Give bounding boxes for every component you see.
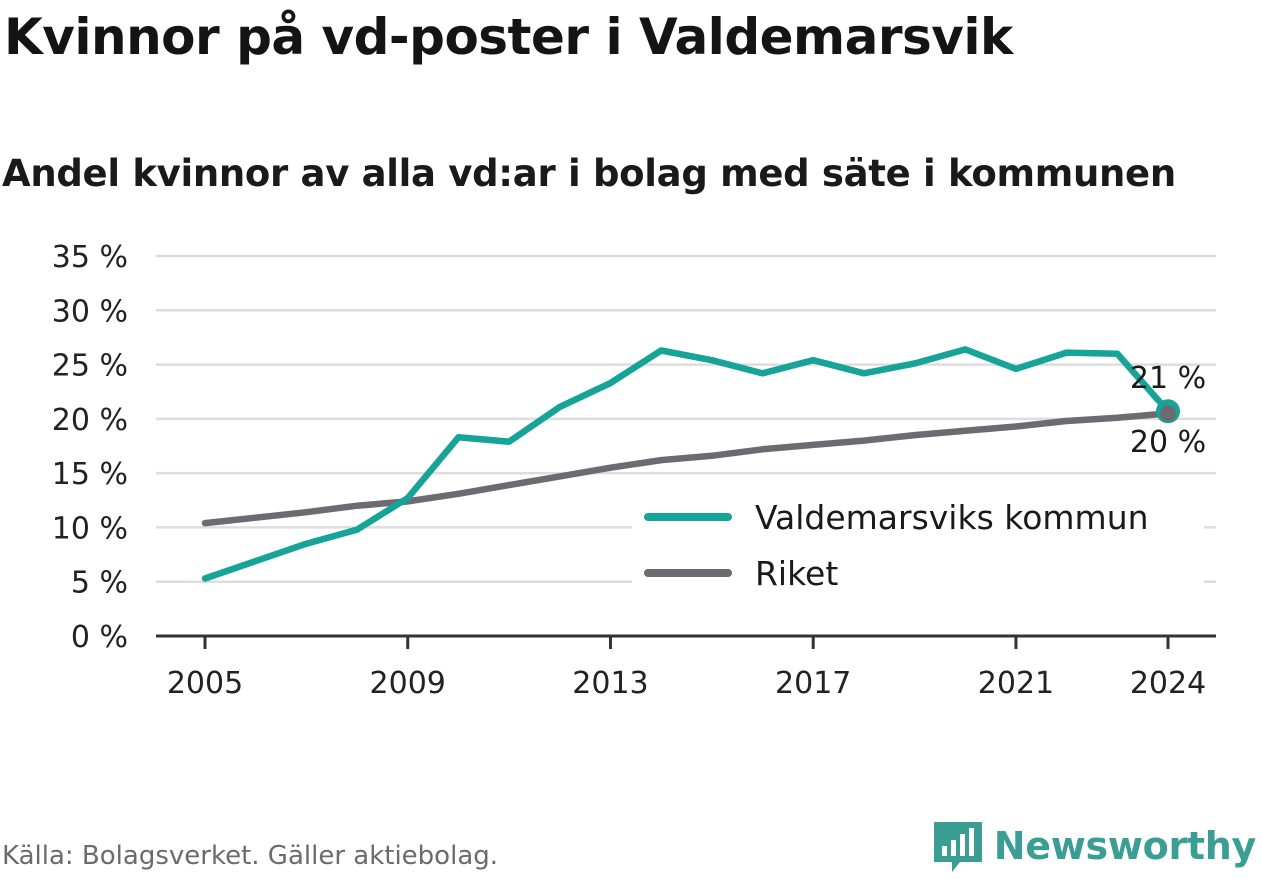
legend-label: Valdemarsviks kommun <box>755 498 1149 537</box>
end-label-riket: 20 % <box>1130 425 1206 460</box>
x-tick-label: 2021 <box>978 666 1054 701</box>
chart-title: Kvinnor på vd-poster i Valdemarsvik <box>4 8 1013 66</box>
end-label-connector <box>1150 393 1165 407</box>
y-tick-label: 10 % <box>52 511 128 546</box>
y-tick-label: 0 % <box>71 620 128 655</box>
newsworthy-logo-icon <box>933 822 982 872</box>
series-lines <box>201 346 1180 582</box>
end-label-kommun: 21 % <box>1130 361 1206 396</box>
x-tick-label: 2024 <box>1130 666 1206 701</box>
x-axis: 2005 2009 2013 2017 2021 2024 <box>156 634 1216 701</box>
gridlines <box>156 254 1216 583</box>
y-tick-label: 5 % <box>71 566 128 601</box>
legend-label: Riket <box>755 554 838 593</box>
series-line-0 <box>201 346 1172 582</box>
x-tick-label: 2017 <box>775 666 851 701</box>
x-tick-label: 2013 <box>572 666 648 701</box>
legend-background <box>632 486 1204 604</box>
series-line-1 <box>201 410 1172 527</box>
y-axis: 0 % 5 % 10 % 15 % 20 % 25 % 30 % 35 % <box>52 240 128 655</box>
end-labels: 21 % 20 % <box>1130 361 1206 460</box>
y-tick-label: 35 % <box>52 240 128 275</box>
y-tick-label: 15 % <box>52 457 128 492</box>
x-tick-label: 2005 <box>167 666 243 701</box>
y-tick-label: 25 % <box>52 349 128 384</box>
chart-subtitle: Andel kvinnor av alla vd:ar i bolag med … <box>2 152 1176 195</box>
brand-name: Newsworthy <box>993 824 1257 868</box>
y-tick-label: 30 % <box>52 294 128 329</box>
legend: Valdemarsviks kommun Riket <box>632 486 1204 604</box>
brand-logo[interactable]: Newsworthy <box>932 818 1256 874</box>
source-note: Källa: Bolagsverket. Gäller aktiebolag. <box>2 841 499 871</box>
x-tick-label: 2009 <box>370 666 446 701</box>
y-tick-label: 20 % <box>52 403 128 438</box>
end-point <box>1160 405 1176 422</box>
